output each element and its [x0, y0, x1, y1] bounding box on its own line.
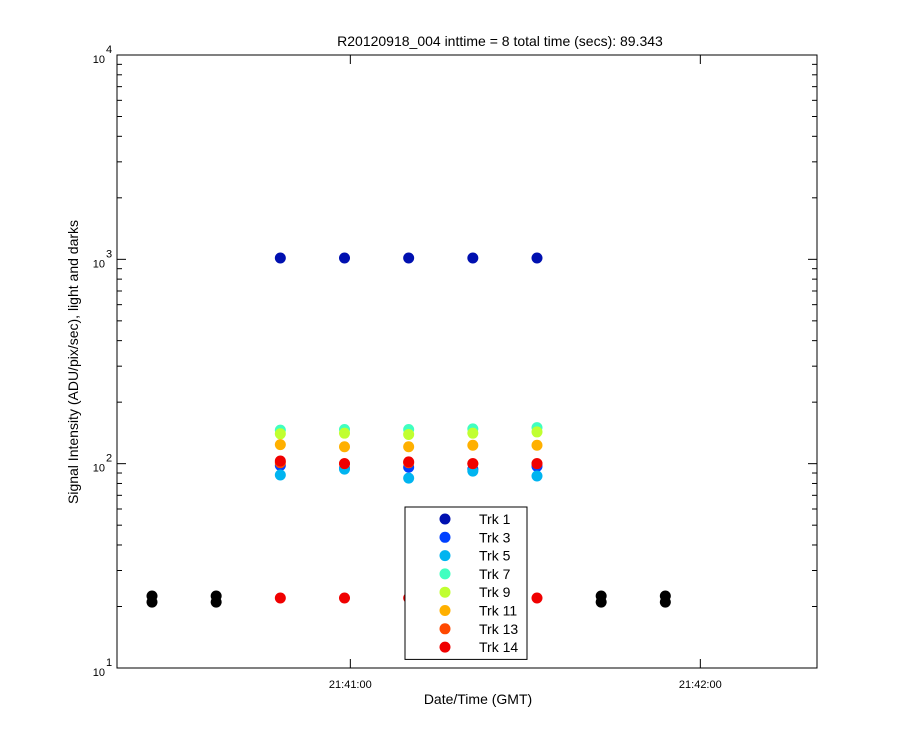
point — [339, 458, 350, 470]
legend-marker — [439, 568, 451, 580]
legend-label: Trk 11 — [479, 603, 517, 619]
y-tick-exponent: 4 — [106, 44, 112, 56]
point — [531, 426, 543, 438]
y-tick-exponent: 2 — [106, 453, 112, 465]
y-axis-label: Signal Intensity (ADU/pix/sec), light an… — [65, 220, 81, 504]
legend-label: Trk 7 — [479, 566, 511, 582]
point — [531, 458, 543, 470]
legend-box — [404, 506, 528, 660]
x-tick-label: 21:41:00 — [329, 679, 372, 691]
y-tick-label: 10 — [93, 667, 105, 679]
point — [403, 252, 415, 264]
legend-label: Trk 3 — [479, 529, 511, 545]
legend: Trk 1 Trk 3 Trk 5 Trk 7 Trk 9 Trk 11 Trk 13 Trk… — [404, 506, 528, 660]
legend-marker — [439, 605, 451, 616]
point — [339, 592, 350, 604]
y-tick-exponent: 1 — [106, 657, 112, 669]
point — [403, 456, 415, 468]
point — [467, 252, 479, 264]
legend-label: Trk 1 — [479, 511, 511, 527]
chart-title: R20120918_004 inttime = 8 total time (se… — [337, 33, 663, 49]
point — [274, 592, 286, 604]
legend-marker — [439, 513, 451, 525]
dark-point — [659, 590, 671, 602]
point — [531, 470, 543, 482]
x-tick-label: 21:42:00 — [679, 679, 722, 691]
legend-marker — [439, 550, 451, 562]
point — [467, 439, 479, 451]
point — [339, 441, 350, 453]
y-tick-label: 10 — [93, 463, 105, 475]
y-tick-label: 10 — [93, 258, 105, 270]
legend-marker — [439, 623, 451, 635]
point — [274, 428, 286, 440]
point — [403, 472, 415, 484]
point — [531, 252, 543, 264]
point — [467, 427, 479, 439]
point — [274, 455, 286, 467]
legend-label: Trk 14 — [479, 639, 518, 655]
dark-point — [146, 590, 158, 602]
point — [339, 252, 350, 264]
point — [274, 439, 286, 451]
point — [531, 592, 543, 604]
point — [339, 427, 350, 439]
point — [467, 458, 479, 470]
legend-marker — [439, 586, 451, 598]
y-tick-exponent: 3 — [106, 248, 112, 260]
point — [274, 469, 286, 481]
point — [531, 439, 543, 451]
legend-marker — [439, 531, 451, 543]
legend-marker — [439, 641, 451, 653]
point — [274, 252, 286, 264]
legend-label: Trk 9 — [479, 584, 511, 600]
dark-point — [210, 590, 222, 602]
point — [403, 441, 415, 453]
legend-label: Trk 5 — [479, 548, 511, 564]
x-axis-label: Date/Time (GMT) — [424, 691, 532, 707]
dark-point — [595, 590, 607, 602]
y-tick-label: 10 — [93, 54, 105, 66]
legend-label: Trk 13 — [479, 621, 518, 637]
point — [403, 428, 415, 440]
